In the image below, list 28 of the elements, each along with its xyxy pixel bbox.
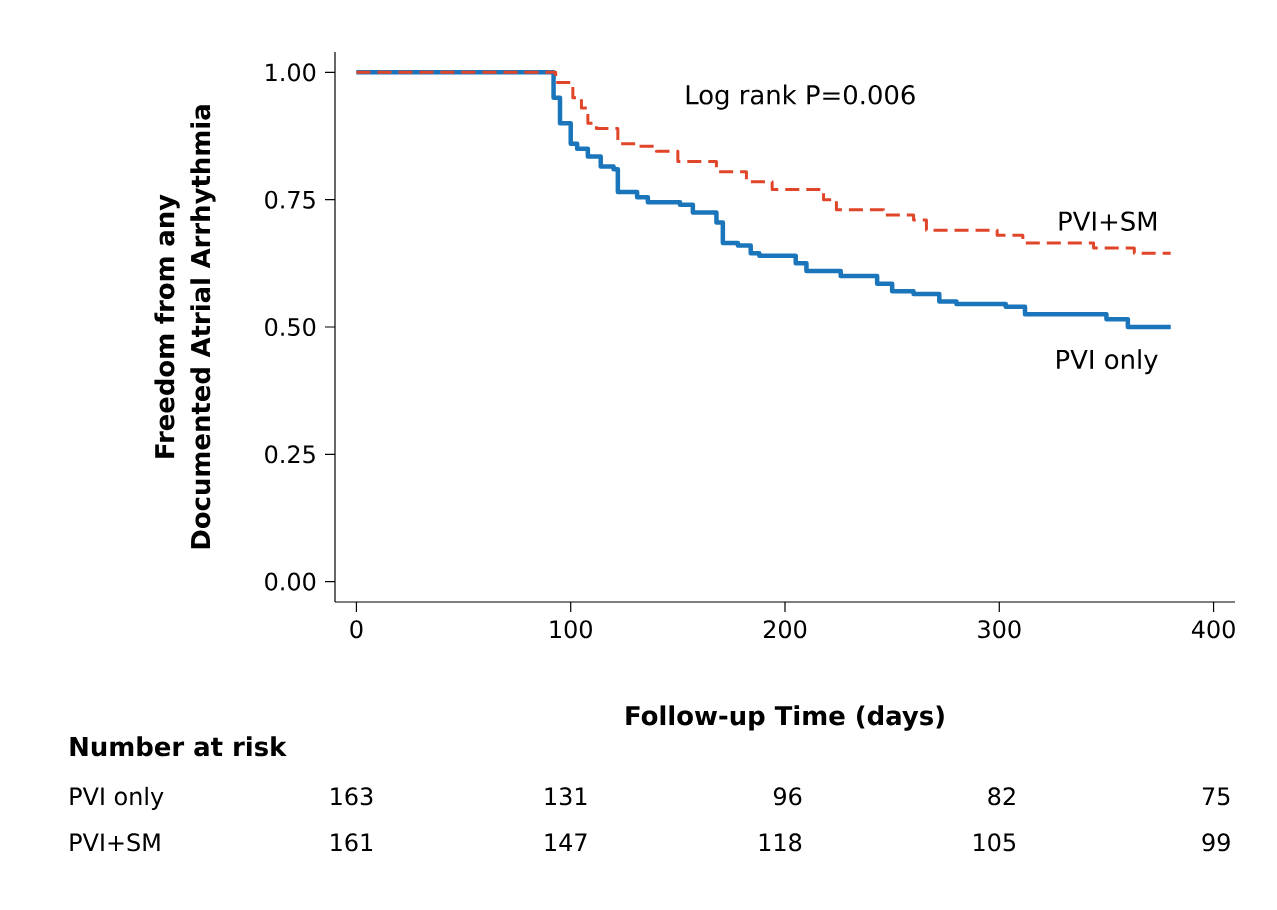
y-axis-title: Freedom from any Documented Atrial Arrhythmia [154,105,216,549]
text: 82 [988,787,1015,806]
x-tick-label: 0 [350,620,363,639]
y-tick-label: 0.25 [265,445,315,464]
x-axis-title: Follow-up Time (days) [626,705,944,731]
series-label: PVI+SM [1059,211,1157,231]
text: 99 [1202,833,1230,852]
x-tick-label: 400 [1191,620,1235,639]
y-tick-label: 0.00 [265,572,316,591]
y-tick-label: 0.50 [265,317,316,337]
text: 131 [545,787,587,806]
x-tick-label: 300 [978,620,1021,639]
text: Number at risk [70,736,287,757]
y-tick-label: 0.75 [265,190,315,209]
text: 75 [1202,787,1230,806]
text: PVI only [70,786,164,810]
text: 105 [974,833,1016,852]
text: PVI+SM [70,833,160,852]
x-tick-label: 100 [550,620,592,639]
series-label: PVI only [1057,349,1158,375]
text: 163 [331,787,373,806]
text: 118 [759,833,802,852]
text: 161 [331,833,373,852]
x-tick-label: 200 [763,620,807,639]
text: 96 [773,787,802,806]
annotation: Log rank P=0.006 [686,84,915,110]
y-tick-label: 1.00 [266,63,316,82]
text: 147 [545,833,587,852]
